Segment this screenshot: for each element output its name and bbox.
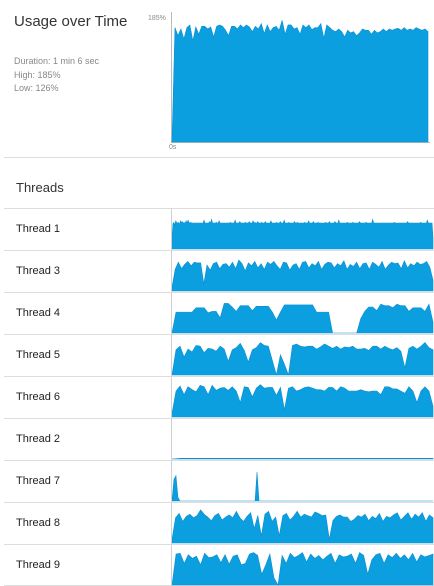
thread-series-area — [172, 552, 434, 586]
thread-sparkline — [171, 377, 434, 418]
thread-sparkline — [171, 503, 434, 544]
thread-series-area — [172, 218, 434, 250]
usage-title: Usage over Time — [14, 13, 128, 30]
thread-sparkline — [171, 251, 434, 292]
usage-high: High: 185% — [14, 69, 61, 80]
thread-row[interactable]: Thread 6 — [4, 376, 434, 418]
thread-sparkline — [171, 461, 433, 502]
thread-row[interactable]: Thread 2 — [4, 418, 434, 460]
thread-sparkline — [171, 545, 434, 586]
threads-list: Thread 1 Thread 3 Thread 4 Thread 5 Thread 6… — [4, 208, 434, 586]
section-divider — [4, 157, 434, 158]
thread-label: Thread 1 — [16, 223, 61, 235]
thread-row[interactable]: Thread 9 — [4, 544, 434, 586]
threads-heading: Threads — [16, 180, 64, 195]
thread-label: Thread 4 — [16, 307, 61, 319]
thread-label: Thread 8 — [16, 517, 61, 529]
thread-series-area — [172, 509, 434, 544]
thread-label: Thread 9 — [16, 559, 61, 571]
thread-row[interactable]: Thread 5 — [4, 334, 434, 376]
thread-series-area — [172, 303, 434, 334]
thread-series-area — [172, 342, 434, 376]
thread-row[interactable]: Thread 7 — [4, 460, 434, 502]
usage-chart-xmin-label: 0s — [169, 144, 177, 151]
thread-sparkline — [171, 419, 434, 460]
usage-series-area — [171, 20, 429, 143]
usage-stats: Duration: 1 min 6 sec High: 185% Low: 12… — [14, 55, 99, 96]
thread-label: Thread 7 — [16, 475, 61, 487]
thread-series-area — [172, 259, 434, 292]
thread-label: Thread 2 — [16, 433, 61, 445]
thread-sparkline — [171, 293, 434, 334]
usage-chart-axes — [171, 12, 430, 143]
thread-row[interactable]: Thread 8 — [4, 502, 434, 544]
thread-label: Thread 3 — [16, 265, 61, 277]
thread-label: Thread 5 — [16, 349, 61, 361]
thread-row[interactable]: Thread 3 — [4, 250, 434, 292]
usage-chart — [171, 12, 430, 143]
thread-series-area — [172, 384, 434, 418]
usage-low: Low: 126% — [14, 83, 59, 93]
thread-sparkline — [171, 209, 434, 250]
thread-series-area — [172, 472, 433, 502]
usage-duration: Duration: 1 min 6 sec — [14, 56, 100, 66]
usage-chart-ymax-label: 185% — [148, 15, 166, 22]
thread-series-area — [172, 457, 434, 460]
thread-row[interactable]: Thread 4 — [4, 292, 434, 334]
thread-row[interactable]: Thread 1 — [4, 208, 434, 250]
thread-label: Thread 6 — [16, 391, 61, 403]
thread-sparkline — [171, 335, 434, 376]
